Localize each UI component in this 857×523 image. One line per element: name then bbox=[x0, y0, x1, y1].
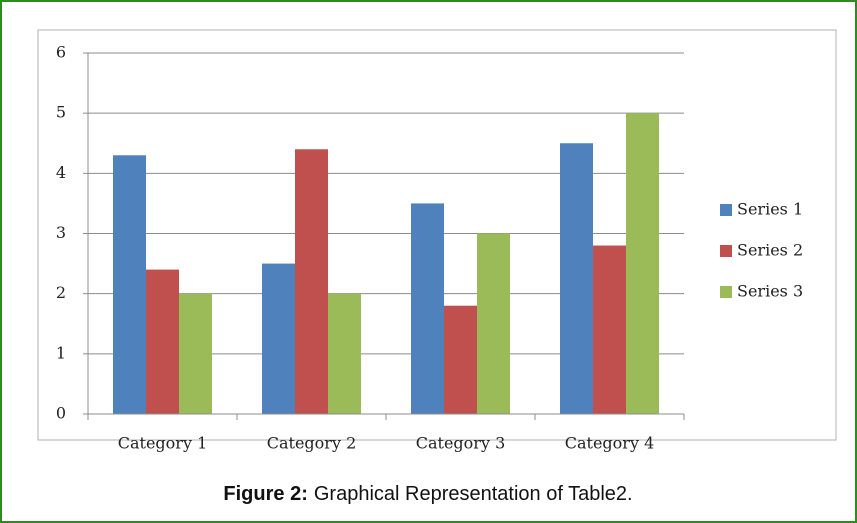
x-tick-label: Category 4 bbox=[565, 434, 655, 453]
x-tick-label: Category 1 bbox=[118, 434, 208, 453]
bar bbox=[593, 245, 626, 414]
caption: Figure 2: Graphical Representation of Tab… bbox=[223, 483, 632, 505]
bar bbox=[328, 293, 361, 414]
bar bbox=[146, 269, 179, 414]
y-tick-label: 1 bbox=[56, 343, 66, 362]
caption-text: Graphical Representation of Table2. bbox=[314, 483, 633, 505]
y-tick-label: 3 bbox=[56, 223, 66, 242]
x-tick-label: Category 2 bbox=[267, 434, 357, 453]
y-tick-label: 0 bbox=[56, 404, 66, 423]
bar bbox=[626, 113, 659, 415]
y-tick-label: 2 bbox=[56, 283, 66, 302]
caption-label: Figure 2: bbox=[223, 483, 307, 505]
legend-swatch bbox=[720, 245, 732, 257]
legend-label: Series 3 bbox=[737, 282, 803, 301]
bar bbox=[295, 149, 328, 414]
bar bbox=[179, 293, 212, 414]
legend-label: Series 1 bbox=[737, 200, 803, 219]
bar bbox=[477, 233, 510, 414]
bar bbox=[411, 203, 444, 414]
bar bbox=[444, 305, 477, 414]
y-tick-label: 5 bbox=[56, 103, 66, 122]
bar bbox=[262, 263, 295, 414]
legend-swatch bbox=[720, 204, 732, 216]
legend-label: Series 2 bbox=[737, 241, 803, 260]
y-tick-label: 6 bbox=[56, 43, 66, 62]
chart-border bbox=[37, 29, 837, 441]
y-tick-label: 4 bbox=[56, 163, 66, 182]
x-tick-label: Category 3 bbox=[416, 434, 506, 453]
bar bbox=[113, 155, 146, 415]
bar bbox=[560, 143, 593, 414]
legend-swatch bbox=[720, 286, 732, 298]
